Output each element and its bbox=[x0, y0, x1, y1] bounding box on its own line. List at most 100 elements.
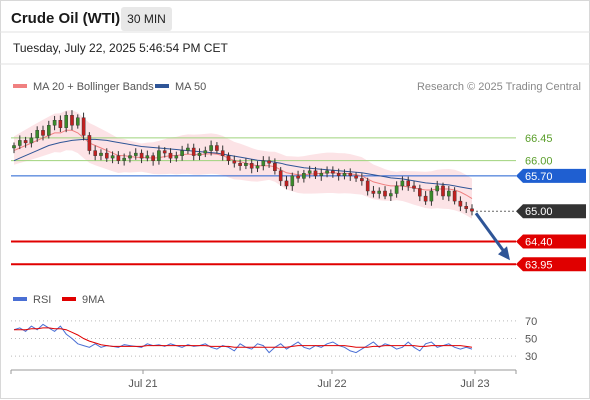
legend-label-rsi: RSI bbox=[33, 294, 51, 306]
candle-body bbox=[389, 193, 393, 197]
candle-body bbox=[12, 145, 16, 149]
level-label-1: 66.00 bbox=[525, 156, 553, 168]
candle-body bbox=[47, 125, 51, 136]
candle-body bbox=[348, 173, 353, 177]
level-label-3: 65.00 bbox=[525, 206, 553, 218]
candle-body bbox=[400, 180, 405, 187]
chart-title: Crude Oil (WTI) bbox=[11, 10, 121, 27]
candle-body bbox=[116, 155, 121, 161]
level-label-4: 64.40 bbox=[525, 237, 553, 249]
candle-body bbox=[394, 185, 399, 194]
candle-body bbox=[110, 155, 115, 159]
candle-body bbox=[267, 160, 271, 164]
level-tag-5 bbox=[516, 257, 586, 272]
candle-body bbox=[319, 173, 324, 177]
candle-body bbox=[336, 173, 341, 177]
rsi-ma-line bbox=[14, 327, 473, 348]
candle-body bbox=[273, 162, 277, 171]
chart-datetime: Tuesday, July 22, 2025 5:46:54 PM CET bbox=[13, 41, 228, 55]
candle-body bbox=[418, 188, 422, 197]
candle-body bbox=[186, 147, 190, 151]
candle-body bbox=[470, 208, 474, 212]
candle-body bbox=[151, 155, 155, 161]
candle-body bbox=[232, 160, 237, 164]
timeframe-badge[interactable]: 30 MIN bbox=[121, 7, 172, 31]
candle-body bbox=[226, 155, 231, 161]
legend-label-9ma: 9MA bbox=[82, 294, 105, 306]
candle-body bbox=[302, 173, 306, 179]
candle-body bbox=[18, 140, 22, 146]
candle-body bbox=[412, 185, 416, 189]
rsi-legend: RSI 9MA bbox=[13, 294, 105, 306]
candle-body bbox=[360, 178, 364, 182]
candle-body bbox=[261, 160, 266, 166]
candle-body bbox=[35, 130, 39, 139]
rsi-tick-label-1: 50 bbox=[525, 334, 537, 346]
candle-body bbox=[191, 147, 196, 156]
candle-body bbox=[215, 145, 219, 151]
price-panel: 66.45 66.00 65.70 65.00 64.40 63.95 bbox=[11, 110, 586, 272]
x-tick-label-2: Jul 23 bbox=[460, 378, 489, 390]
candle-body bbox=[284, 180, 289, 187]
candle-body bbox=[41, 130, 45, 136]
candle-body bbox=[313, 170, 318, 177]
candle-body bbox=[290, 175, 295, 187]
candle-body bbox=[99, 152, 103, 156]
candle-body bbox=[168, 152, 173, 159]
candle-body bbox=[29, 137, 34, 144]
candle-body bbox=[435, 185, 440, 192]
candle-body bbox=[197, 152, 202, 156]
candle-body bbox=[238, 162, 242, 166]
candle-body bbox=[145, 155, 150, 159]
x-axis: Jul 21 Jul 22 Jul 23 bbox=[10, 369, 517, 390]
candle-body bbox=[342, 173, 347, 177]
candle-body bbox=[70, 114, 74, 126]
legend-swatch-9ma bbox=[62, 297, 76, 301]
candle-body bbox=[406, 180, 411, 187]
candle-body bbox=[429, 190, 434, 202]
candle-body bbox=[307, 170, 312, 174]
level-tag-2 bbox=[516, 168, 586, 183]
candle-body bbox=[296, 175, 300, 179]
candle-body bbox=[52, 119, 57, 126]
candle-body bbox=[209, 145, 213, 151]
candle-body bbox=[23, 140, 28, 144]
candle-body bbox=[75, 117, 80, 126]
candle-body bbox=[383, 190, 387, 197]
candle-body bbox=[244, 162, 248, 166]
main-legend: MA 20 + Bollinger Bands MA 50 Research ©… bbox=[13, 81, 581, 93]
candle-body bbox=[423, 195, 428, 202]
candle-body bbox=[87, 135, 92, 151]
legend-label-ma20: MA 20 + Bollinger Bands bbox=[33, 81, 154, 93]
candle-body bbox=[58, 119, 63, 128]
candle-body bbox=[81, 117, 86, 136]
forecast-arrow-shaft bbox=[474, 212, 508, 256]
level-label-2: 65.70 bbox=[525, 171, 553, 183]
candle-body bbox=[93, 150, 97, 156]
candle-body bbox=[255, 165, 260, 169]
candle-body bbox=[174, 155, 179, 159]
x-tick-label-0: Jul 21 bbox=[128, 378, 157, 390]
candle-body bbox=[441, 185, 445, 197]
level-tag-3 bbox=[516, 204, 586, 219]
rsi-line bbox=[13, 323, 473, 354]
candle-body bbox=[377, 190, 382, 194]
legend-swatch-ma50 bbox=[155, 84, 169, 88]
level-label-5: 63.95 bbox=[525, 259, 553, 271]
candle-body bbox=[180, 150, 184, 156]
candle-body bbox=[220, 150, 225, 156]
rsi-panel: 70 50 30 bbox=[11, 316, 537, 363]
candle-body bbox=[122, 157, 126, 161]
candle-body bbox=[354, 175, 358, 179]
candle-body bbox=[331, 170, 335, 174]
candle-body bbox=[203, 150, 208, 154]
candle-body bbox=[371, 190, 376, 194]
candle-body bbox=[157, 150, 161, 161]
rsi-tick-label-2: 30 bbox=[525, 351, 537, 363]
candle-body bbox=[365, 180, 370, 192]
candle-body bbox=[452, 190, 457, 202]
legend-label-ma50: MA 50 bbox=[175, 81, 206, 93]
x-tick-label-1: Jul 22 bbox=[317, 378, 346, 390]
candle-body bbox=[325, 170, 329, 174]
